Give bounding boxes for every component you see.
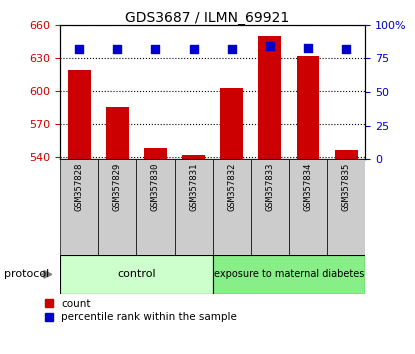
Point xyxy=(305,45,311,51)
Bar xyxy=(98,159,137,255)
Bar xyxy=(137,159,175,255)
Text: GSM357833: GSM357833 xyxy=(265,162,274,211)
Text: exposure to maternal diabetes: exposure to maternal diabetes xyxy=(214,269,364,279)
Bar xyxy=(327,159,365,255)
Bar xyxy=(297,56,320,159)
Text: GSM357828: GSM357828 xyxy=(75,162,84,211)
Point xyxy=(114,46,121,52)
Bar xyxy=(220,88,243,159)
Bar xyxy=(251,159,289,255)
Text: GSM357834: GSM357834 xyxy=(303,162,312,211)
Point xyxy=(343,46,349,52)
Bar xyxy=(259,36,281,159)
Bar xyxy=(182,155,205,159)
Point xyxy=(190,46,197,52)
Bar xyxy=(68,70,90,159)
Legend: count, percentile rank within the sample: count, percentile rank within the sample xyxy=(45,299,237,322)
Bar xyxy=(334,150,358,159)
Point xyxy=(76,46,83,52)
Text: GSM357835: GSM357835 xyxy=(342,162,351,211)
Text: GDS3687 / ILMN_69921: GDS3687 / ILMN_69921 xyxy=(125,11,290,25)
Bar xyxy=(175,159,213,255)
Bar xyxy=(60,159,98,255)
Text: GSM357831: GSM357831 xyxy=(189,162,198,211)
Bar xyxy=(212,159,251,255)
Bar xyxy=(106,108,129,159)
Bar xyxy=(144,148,167,159)
Text: GSM357830: GSM357830 xyxy=(151,162,160,211)
Text: control: control xyxy=(117,269,156,279)
Bar xyxy=(212,255,365,294)
Text: GSM357832: GSM357832 xyxy=(227,162,236,211)
Bar xyxy=(289,159,327,255)
Point xyxy=(228,46,235,52)
Text: protocol: protocol xyxy=(4,269,49,279)
Point xyxy=(266,44,273,49)
Point xyxy=(152,46,159,52)
Bar xyxy=(60,255,212,294)
Text: GSM357829: GSM357829 xyxy=(113,162,122,211)
